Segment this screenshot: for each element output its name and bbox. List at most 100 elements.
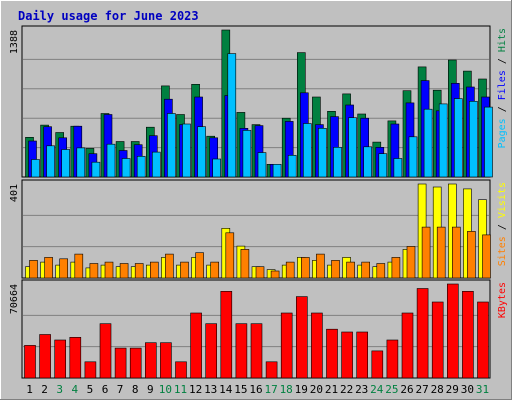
- bar-sites-day-28: [436, 226, 446, 279]
- bar-sites-day-7: [119, 263, 129, 279]
- x-tick-label-5: 5: [87, 383, 94, 396]
- bar-kbytes-day-17: [265, 361, 278, 379]
- bar-pages-day-9: [152, 151, 161, 178]
- bar-kbytes-day-10: [160, 342, 172, 379]
- bar-pages-day-28: [438, 103, 448, 178]
- x-tick-label-16: 16: [249, 383, 262, 396]
- bar-pages-day-17: [272, 164, 282, 178]
- bar-kbytes-day-6: [99, 323, 112, 379]
- bar-kbytes-day-31: [477, 301, 489, 379]
- bar-pages-day-26: [408, 136, 418, 178]
- bar-sites-day-2: [44, 257, 53, 279]
- panel-kbytes: 70664 KBytes: [9, 279, 508, 379]
- bar-sites-day-17: [270, 270, 280, 279]
- bar-kbytes-day-1: [24, 345, 36, 379]
- bar-kbytes-day-24: [371, 350, 384, 379]
- bar-sites-day-5: [89, 263, 99, 279]
- bar-kbytes-day-3: [54, 339, 67, 379]
- bar-pages-day-5: [91, 161, 101, 178]
- bar-sites-day-29: [451, 226, 461, 279]
- bar-kbytes-day-25: [386, 339, 399, 379]
- x-tick-label-28: 28: [431, 383, 444, 396]
- x-tick-label-25: 25: [385, 383, 398, 396]
- bar-sites-day-27: [421, 226, 431, 279]
- bar-kbytes-day-12: [190, 312, 202, 379]
- bar-sites-day-23: [361, 261, 371, 279]
- x-tick-label-10: 10: [159, 383, 172, 396]
- bar-sites-day-12: [195, 252, 204, 279]
- bar-pages-day-10: [167, 113, 176, 178]
- bar-kbytes-day-13: [205, 323, 217, 379]
- chart-panels: 1388 Pages / Files / Hits 401 Sites / Visit…: [9, 25, 508, 379]
- legend-files: Files: [497, 70, 508, 100]
- bar-sites-day-3: [59, 258, 69, 279]
- panel-legend: Sites / Visits: [497, 182, 508, 266]
- bar-pages-day-16: [257, 152, 267, 178]
- x-tick-label-31: 31: [476, 383, 489, 396]
- bar-pages-day-20: [318, 128, 327, 178]
- x-tick-label-24: 24: [370, 383, 384, 396]
- x-tick-label-29: 29: [446, 383, 459, 396]
- bar-kbytes-day-22: [341, 331, 353, 379]
- bar-kbytes-day-14: [220, 290, 233, 379]
- bar-sites-day-11: [180, 261, 189, 279]
- bar-pages-day-18: [287, 155, 297, 178]
- bar-pages-day-23: [363, 146, 373, 178]
- bar-pages-day-22: [348, 117, 357, 178]
- x-tick-label-8: 8: [132, 383, 139, 396]
- bar-kbytes-day-2: [39, 334, 51, 379]
- x-tick-label-17: 17: [264, 383, 277, 396]
- bar-kbytes-day-23: [356, 331, 369, 379]
- bar-sites-day-25: [391, 257, 401, 279]
- panel-max-label: 70664: [9, 284, 20, 314]
- bar-sites-day-10: [165, 253, 174, 279]
- bar-kbytes-day-19: [295, 296, 308, 379]
- x-tick-label-7: 7: [117, 383, 124, 396]
- legend-hits: Hits: [497, 28, 508, 52]
- bar-kbytes-day-8: [129, 347, 142, 379]
- bar-pages-day-4: [76, 147, 86, 178]
- x-tick-label-26: 26: [400, 383, 413, 396]
- bar-kbytes-day-5: [84, 361, 97, 379]
- x-tick-label-4: 4: [71, 383, 78, 396]
- bar-sites-day-4: [74, 253, 84, 279]
- bar-pages-day-29: [453, 98, 463, 178]
- bar-kbytes-day-7: [114, 347, 127, 379]
- bar-pages-day-11: [182, 123, 191, 178]
- legend-separator: /: [497, 218, 508, 236]
- x-tick-label-14: 14: [219, 383, 233, 396]
- bar-pages-day-7: [121, 158, 131, 178]
- x-tick-label-18: 18: [280, 383, 293, 396]
- x-tick-label-12: 12: [189, 383, 202, 396]
- bar-pages-day-25: [393, 158, 403, 178]
- bar-kbytes-day-28: [431, 301, 444, 379]
- x-tick-label-13: 13: [204, 383, 217, 396]
- bar-pages-day-6: [106, 143, 116, 178]
- x-tick-label-19: 19: [295, 383, 308, 396]
- bar-sites-day-18: [285, 261, 295, 279]
- bar-sites-day-30: [467, 231, 476, 279]
- bar-pages-day-15: [242, 130, 252, 178]
- bar-kbytes-day-4: [69, 336, 82, 379]
- panel-max-label: 401: [9, 184, 20, 202]
- legend-separator: /: [497, 100, 508, 118]
- bar-sites-day-16: [255, 266, 265, 279]
- bar-sites-day-19: [300, 257, 310, 279]
- bar-sites-day-6: [104, 261, 114, 279]
- bar-kbytes-day-21: [326, 328, 338, 379]
- bar-pages-day-2: [46, 145, 55, 178]
- bar-kbytes-day-27: [416, 288, 429, 379]
- x-tick-label-2: 2: [41, 383, 48, 396]
- x-tick-label-27: 27: [415, 383, 428, 396]
- bar-kbytes-day-20: [311, 312, 323, 379]
- legend-separator: /: [497, 52, 508, 70]
- bar-pages-day-13: [212, 158, 221, 178]
- bar-kbytes-day-29: [446, 283, 459, 379]
- bar-kbytes-day-18: [280, 312, 293, 379]
- bar-sites-day-15: [240, 249, 250, 279]
- x-tick-label-21: 21: [325, 383, 338, 396]
- panel-visits-sites: 401 Sites / Visits: [9, 179, 508, 279]
- bar-sites-day-14: [225, 232, 235, 279]
- bar-pages-day-30: [469, 101, 478, 178]
